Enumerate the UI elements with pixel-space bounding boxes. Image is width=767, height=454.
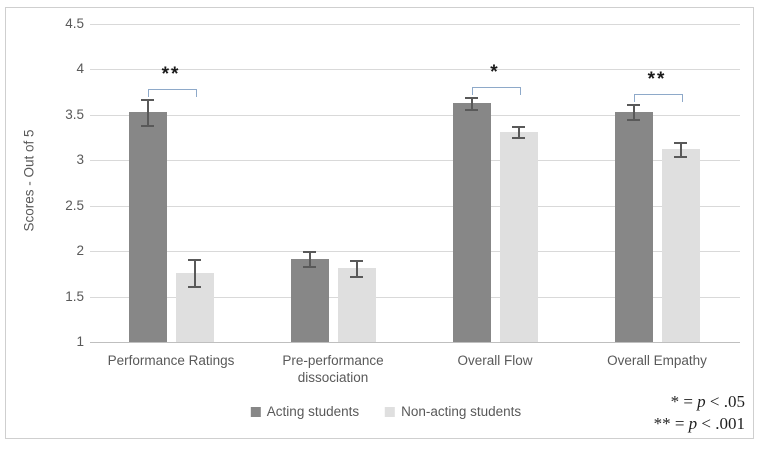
error-bar-cap (350, 275, 363, 278)
bar-non-acting-students-overall-flow (499, 132, 538, 342)
significance-stars-overall-empathy: ** (647, 68, 667, 90)
error-bar-cap (141, 124, 154, 127)
legend: Acting students Non-acting students (250, 404, 521, 419)
significance-stars-overall-flow: * (490, 61, 500, 83)
error-bar-cap (674, 142, 687, 145)
y-axis-tick-label-2: 2 (76, 243, 84, 259)
gridline-3 (90, 160, 740, 162)
x-axis-label-overall-empathy: Overall Empathy (607, 353, 707, 368)
error-bar-cap (465, 109, 478, 112)
error-bar-non-acting-students-overall-empathy (679, 142, 682, 157)
bar-acting-students-overall-empathy (614, 112, 653, 342)
x-axis-label-overall-flow: Overall Flow (457, 353, 533, 368)
error-bar-acting-students-performance-ratings (146, 98, 149, 126)
legend-item-non-acting-students: Non-acting students (385, 404, 521, 419)
bar-non-acting-students-pre-performance-dissociation (337, 268, 376, 342)
significance-bracket-overall-flow (471, 86, 521, 95)
gridline-2.5 (90, 205, 740, 207)
error-bar-cap (188, 285, 201, 288)
bar-acting-students-overall-flow (452, 103, 491, 342)
legend-item-acting-students: Acting students (250, 404, 360, 419)
error-bar-non-acting-students-performance-ratings (193, 259, 196, 287)
error-bar-cap (141, 98, 154, 101)
y-axis-tick-label-1.5: 1.5 (65, 288, 84, 304)
error-bar-cap (303, 266, 316, 269)
error-bar-cap (350, 260, 363, 263)
gridline-2 (90, 251, 740, 253)
significance-note-line-1: * = p < .05 (670, 392, 745, 411)
legend-label-non-acting-students: Non-acting students (401, 404, 522, 419)
bar-acting-students-performance-ratings (128, 112, 167, 342)
x-axis-label-performance-ratings: Performance Ratings (107, 353, 235, 368)
error-bar-cap (303, 251, 316, 254)
error-bar-cap (627, 119, 640, 122)
error-bar-cap (465, 96, 478, 99)
error-bar-cap (188, 259, 201, 262)
significance-note: * = p < .05 ** = p < .001 (654, 391, 745, 435)
x-axis-label-pre-performance-dissociation: Pre-performance dissociation (282, 353, 384, 385)
y-axis-tick-label-3: 3 (76, 152, 84, 168)
error-bar-acting-students-pre-performance-dissociation (308, 251, 311, 268)
error-bar-non-acting-students-pre-performance-dissociation (355, 260, 358, 277)
y-axis-tick-label-4.5: 4.5 (65, 16, 84, 31)
error-bar-cap (512, 125, 525, 128)
error-bar-cap (512, 137, 525, 140)
gridline-4 (90, 69, 740, 71)
legend-swatch-acting-students (250, 406, 261, 417)
significance-bracket-performance-ratings (147, 88, 197, 97)
error-bar-non-acting-students-overall-flow (517, 125, 520, 139)
legend-label-acting-students: Acting students (266, 404, 360, 419)
legend-swatch-non-acting-students (385, 406, 396, 417)
gridline-1.5 (90, 296, 740, 298)
y-axis-tick-label-3.5: 3.5 (65, 106, 84, 122)
gridline-4.5 (90, 24, 740, 25)
error-bar-cap (627, 103, 640, 106)
error-bar-acting-students-overall-empathy (632, 103, 635, 121)
gridline-1 (90, 342, 740, 343)
y-axis-tick-label-1: 1 (76, 334, 84, 349)
significance-bracket-overall-empathy (633, 93, 683, 102)
significance-stars-performance-ratings: ** (161, 63, 181, 85)
y-axis-tick-label-4: 4 (76, 61, 84, 77)
significance-note-line-2: ** = p < .001 (653, 414, 745, 433)
error-bar-acting-students-overall-flow (470, 96, 473, 111)
bar-non-acting-students-overall-empathy (661, 149, 700, 342)
bar-acting-students-pre-performance-dissociation (290, 259, 329, 342)
gridline-3.5 (90, 114, 740, 116)
error-bar-cap (674, 155, 687, 158)
y-axis-tick-label-2.5: 2.5 (65, 197, 84, 213)
